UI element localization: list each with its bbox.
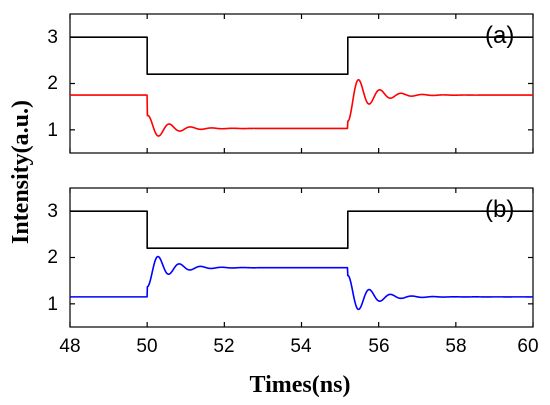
y-tick-label: 3	[47, 27, 58, 48]
panel-b-y-tick-labels: 3 2 1	[47, 201, 58, 315]
x-tick-labels: 48 50 52 54 56 58 60	[59, 336, 538, 357]
x-tick-label: 58	[445, 336, 466, 357]
panel-a-frame	[69, 13, 534, 154]
panel-b-frame	[69, 187, 534, 328]
panel-a: 3 2 1 (a)	[47, 13, 534, 154]
panel-b: 3 2 1 (b)	[47, 187, 534, 328]
panel-a-label: (a)	[485, 22, 514, 49]
x-tick-label: 56	[368, 336, 389, 357]
panel-a-ticks	[69, 14, 534, 153]
x-tick-label: 60	[517, 336, 538, 357]
y-tick-label: 1	[47, 120, 58, 141]
x-tick-label: 48	[59, 336, 80, 357]
x-tick-label: 54	[290, 336, 312, 357]
y-axis-title: Intensity(a.u.)	[8, 100, 34, 244]
x-axis-title: Times(ns)	[250, 372, 351, 398]
panel-b-ticks	[69, 188, 534, 327]
panel-b-series	[69, 210, 534, 311]
panel-a-y-tick-labels: 3 2 1	[47, 27, 58, 141]
response-line	[69, 255, 534, 311]
y-tick-label: 1	[47, 294, 58, 315]
y-tick-label: 2	[47, 247, 58, 268]
panel-b-label: (b)	[485, 196, 514, 223]
input-pulse-line	[70, 210, 533, 250]
x-tick-label: 52	[213, 336, 234, 357]
panel-a-series	[69, 36, 534, 137]
y-tick-label: 2	[47, 73, 58, 94]
input-pulse-line	[70, 36, 533, 76]
y-tick-label: 3	[47, 201, 58, 222]
x-tick-label: 50	[136, 336, 157, 357]
response-line	[69, 79, 534, 137]
